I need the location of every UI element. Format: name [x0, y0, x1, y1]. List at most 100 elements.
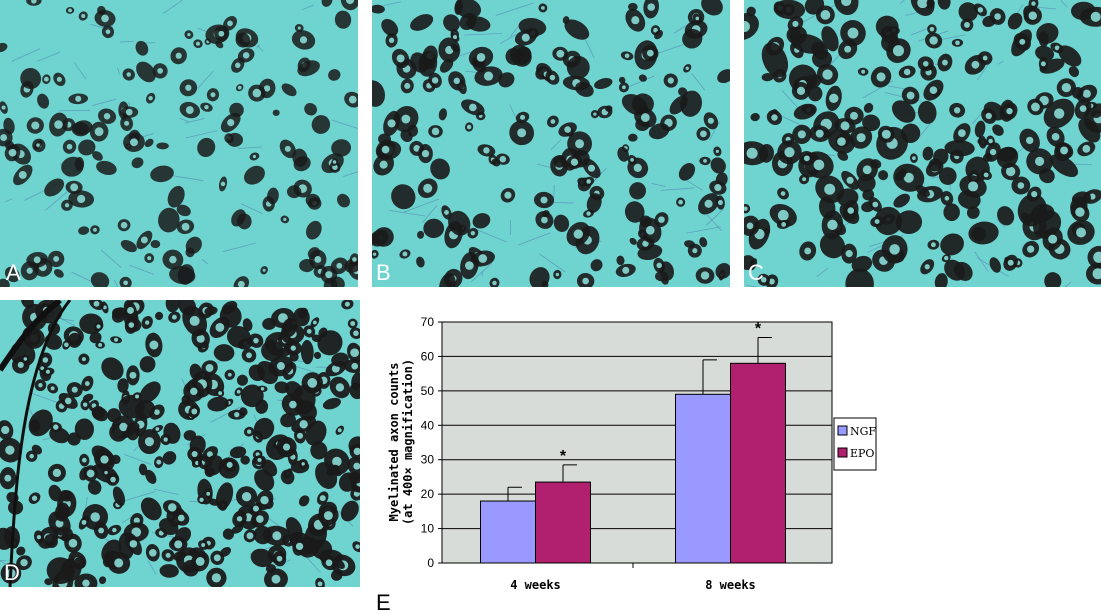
- tissue-cell: [1058, 45, 1082, 67]
- micrograph-panel-c: C: [744, 0, 1101, 287]
- tissue-cell: [53, 269, 64, 278]
- tissue-cell: [267, 187, 279, 205]
- tissue-cell: [744, 141, 769, 166]
- tissue-cell: [807, 85, 823, 102]
- tissue-cell: [977, 51, 993, 65]
- tissue-cell: [545, 70, 560, 85]
- tissue-cell: [951, 38, 964, 47]
- tissue-cell: [241, 348, 257, 363]
- tissue-cell: [850, 126, 873, 149]
- tissue-cell: [713, 146, 722, 157]
- tissue-cell: [430, 158, 450, 180]
- tissue-cell: [941, 254, 951, 263]
- tissue-cell: [47, 463, 66, 482]
- micrograph-panel-b: B: [372, 0, 730, 287]
- tissue-cell: [66, 382, 83, 398]
- tissue-cell: [207, 396, 229, 412]
- bar-chart: 0 10 20 30 40 50 60 70 Myelinated axon counts(at…: [387, 315, 877, 592]
- tissue-cell: [203, 455, 224, 476]
- tissue-cell: [1023, 6, 1042, 25]
- tissue-cell: [285, 381, 303, 399]
- tissue-cell: [922, 146, 934, 161]
- tissue-cell: [692, 13, 703, 24]
- tissue-cell: [400, 129, 413, 143]
- tissue-cell: [249, 152, 260, 161]
- tissue-cell: [187, 447, 202, 462]
- tissue-cell: [695, 267, 715, 284]
- tissue-cell: [682, 28, 703, 49]
- tissue-cell: [74, 573, 98, 587]
- tissue-cell: [696, 126, 711, 141]
- tissue-cell: [264, 568, 288, 587]
- tissue-cell: [261, 340, 284, 362]
- tissue-cell: [618, 76, 626, 84]
- tissue-cell: [925, 32, 943, 49]
- tissue-cell: [566, 55, 590, 79]
- tissue-cell: [1022, 240, 1040, 258]
- tissue-cell: [198, 540, 209, 550]
- tissue-cell: [236, 374, 248, 386]
- tissue-cell: [819, 232, 846, 259]
- tissue-cell: [1011, 176, 1031, 195]
- tissue-cell: [78, 353, 90, 365]
- tissue-cell: [893, 193, 910, 208]
- tissue-cell: [145, 92, 156, 104]
- tissue-cell: [944, 140, 975, 157]
- tissue-cell: [243, 165, 265, 185]
- tissue-cell: [138, 429, 161, 455]
- tissue-cell: [226, 325, 251, 349]
- tissue-cell: [16, 555, 32, 571]
- tissue-cell: [766, 110, 783, 125]
- tissue-cell: [291, 415, 316, 433]
- y-tick-label: 70: [421, 315, 435, 329]
- tissue-cell: [715, 195, 725, 210]
- tissue-cell: [1054, 142, 1074, 159]
- tissue-cell: [170, 47, 187, 65]
- tissue-cell: [222, 528, 235, 540]
- tissue-cell: [1003, 254, 1018, 271]
- tissue-cell: [347, 456, 360, 476]
- tissue-cell: [923, 79, 944, 101]
- tissue-cell: [78, 515, 90, 530]
- tissue-cell: [156, 142, 169, 150]
- tissue-cell: [428, 125, 443, 138]
- tissue-cell: [553, 214, 570, 233]
- bar-epo-1: [535, 481, 591, 564]
- tissue-cell: [131, 157, 144, 169]
- tissue-cell: [331, 352, 349, 367]
- tissue-cell: [20, 67, 42, 90]
- panel-letter-c: C: [748, 260, 764, 285]
- tissue-cell: [281, 317, 298, 338]
- tissue-cell: [285, 517, 303, 539]
- tissue-cell: [709, 180, 727, 195]
- tissue-cell: [102, 555, 112, 568]
- tissue-cell: [0, 101, 8, 114]
- tissue-cell: [80, 399, 90, 411]
- tissue-cell: [834, 118, 856, 134]
- tissue-cell: [514, 29, 537, 46]
- tissue-cell: [44, 178, 65, 197]
- tissue-cell: [93, 522, 109, 539]
- tissue-cell: [311, 115, 331, 134]
- tissue-cell: [126, 365, 140, 386]
- tissue-cell: [4, 266, 20, 283]
- tissue-cell: [159, 518, 179, 536]
- tissue-cell: [218, 176, 228, 192]
- tissue-cell: [399, 249, 411, 259]
- tissue-cell: [564, 19, 590, 40]
- tissue-cell: [97, 5, 106, 15]
- tissue-cell: [111, 307, 127, 323]
- tissue-cell: [93, 448, 115, 471]
- tissue-cell: [777, 187, 789, 200]
- tissue-cell: [1079, 6, 1101, 27]
- tissue-cell: [1013, 32, 1031, 51]
- tissue-cell: [777, 140, 802, 165]
- tissue-cell: [744, 203, 751, 214]
- tissue-cell: [1074, 98, 1092, 120]
- tissue-cell: [917, 56, 934, 72]
- tissue-cell: [1035, 45, 1055, 62]
- bar-ngf-2: [675, 393, 731, 564]
- y-tick-label: 60: [421, 349, 435, 363]
- tissue-cell: [439, 273, 456, 287]
- tissue-cell: [992, 124, 1004, 136]
